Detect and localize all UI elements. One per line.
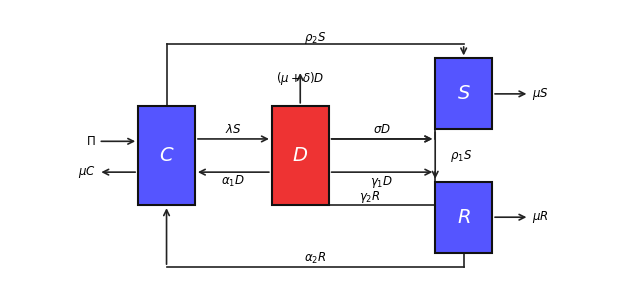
Text: $\alpha_2 R$: $\alpha_2 R$: [304, 251, 327, 266]
Text: $R$: $R$: [457, 208, 470, 227]
Text: $\mu S$: $\mu S$: [532, 86, 548, 102]
Text: $\sigma D$: $\sigma D$: [373, 123, 391, 136]
Text: $S$: $S$: [457, 84, 470, 103]
Text: $\rho_1 S$: $\rho_1 S$: [450, 148, 472, 164]
Text: $(\mu+\delta)D$: $(\mu+\delta)D$: [277, 70, 324, 87]
Text: $\lambda S$: $\lambda S$: [225, 123, 242, 136]
Text: $\rho_2 S$: $\rho_2 S$: [304, 30, 326, 46]
Text: $\Pi$: $\Pi$: [86, 135, 96, 148]
Text: $\gamma_2 R$: $\gamma_2 R$: [359, 189, 381, 205]
Text: $\mu R$: $\mu R$: [532, 209, 548, 225]
Bar: [435, 182, 492, 253]
Bar: [435, 58, 492, 129]
Bar: [272, 106, 328, 205]
Bar: [138, 106, 195, 205]
Text: $\mu C$: $\mu C$: [78, 164, 96, 180]
Text: $D$: $D$: [292, 146, 308, 165]
Text: $\alpha_1 D$: $\alpha_1 D$: [222, 174, 245, 189]
Text: $C$: $C$: [158, 146, 174, 165]
Text: $\gamma_1 D$: $\gamma_1 D$: [371, 174, 394, 190]
